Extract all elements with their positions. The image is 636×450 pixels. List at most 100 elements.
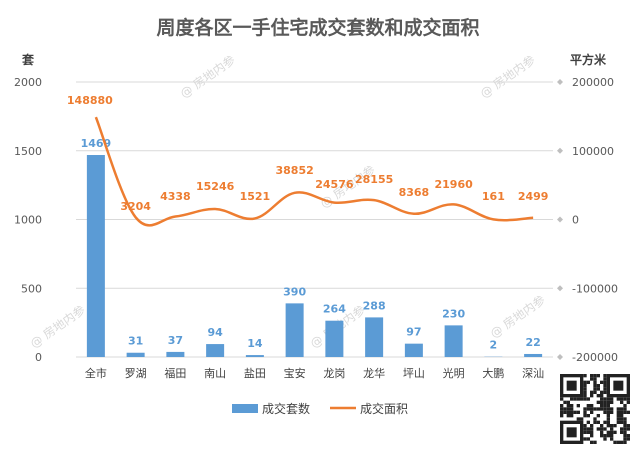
qr-module — [626, 437, 630, 441]
right-tick-label: 100000 — [572, 145, 614, 158]
bar-data-label: 230 — [442, 307, 465, 320]
qr-module — [566, 414, 570, 418]
bar — [126, 352, 145, 357]
qr-module — [623, 437, 627, 441]
qr-module — [586, 414, 590, 418]
qr-module — [600, 407, 604, 411]
qr-module — [606, 400, 610, 404]
left-axis-unit: 套 — [21, 52, 35, 67]
line-data-label: 24576 — [315, 178, 354, 191]
qr-module — [616, 440, 620, 444]
left-tick-label: 0 — [35, 351, 42, 364]
qr-module — [583, 424, 587, 428]
qr-module — [600, 434, 604, 438]
qr-module — [606, 397, 610, 401]
line-data-label: 4338 — [160, 190, 191, 203]
qr-module — [596, 384, 600, 388]
qr-module — [600, 380, 604, 384]
category-label: 龙华 — [363, 366, 385, 380]
qr-module — [623, 424, 627, 428]
qr-module — [606, 410, 610, 414]
line-data-label: 8368 — [399, 186, 430, 199]
bar-data-label: 288 — [363, 299, 386, 312]
bar — [166, 351, 185, 357]
qr-module — [593, 440, 597, 444]
line-data-label: 28155 — [355, 173, 393, 186]
qr-module — [606, 404, 610, 408]
qr-module — [623, 440, 627, 444]
qr-module — [610, 410, 614, 414]
qr-module — [603, 397, 607, 401]
qr-module — [560, 410, 564, 414]
qr-module — [600, 400, 604, 404]
line-data-label: 15246 — [196, 180, 235, 193]
qr-module — [603, 380, 607, 384]
qr-module — [566, 404, 570, 408]
bar-data-label: 37 — [168, 334, 183, 347]
qr-module — [583, 437, 587, 441]
qr-module — [606, 420, 610, 424]
qr-module — [596, 374, 600, 378]
right-axis-unit: 平方米 — [570, 52, 607, 67]
legend-bar-swatch — [232, 404, 258, 413]
qr-module — [616, 414, 620, 418]
bar — [206, 344, 225, 357]
qr-module — [590, 374, 594, 378]
qr-module — [560, 414, 564, 418]
qr-finder-core — [566, 380, 577, 391]
qr-module — [590, 377, 594, 381]
qr-module — [623, 417, 627, 421]
qr-module — [596, 400, 600, 404]
qr-module — [623, 397, 627, 401]
qr-module — [590, 427, 594, 431]
qr-module — [623, 434, 627, 438]
bar — [444, 325, 463, 357]
right-axis-ticks: -200000 -100000 0 100000 200000 — [557, 76, 618, 364]
right-tick-label: 200000 — [572, 76, 614, 89]
line-data-label: 2499 — [518, 190, 549, 203]
category-label: 宝安 — [284, 366, 306, 380]
qr-module — [590, 434, 594, 438]
gridlines — [76, 81, 553, 358]
qr-module — [613, 440, 617, 444]
qr-module — [580, 417, 584, 421]
qr-module — [576, 417, 580, 421]
qr-module — [600, 430, 604, 434]
qr-module — [593, 384, 597, 388]
line-series — [94, 116, 534, 227]
category-label: 盐田 — [244, 367, 266, 380]
bar — [524, 353, 543, 357]
category-label: 大鹏 — [482, 366, 504, 380]
area-line — [94, 116, 534, 227]
bar — [86, 155, 105, 357]
qr-module — [593, 407, 597, 411]
category-label: 光明 — [443, 366, 465, 380]
bar-data-label: 22 — [525, 336, 540, 349]
qr-module — [590, 424, 594, 428]
qr-module — [623, 430, 627, 434]
bar — [285, 303, 304, 357]
qr-module — [620, 417, 624, 421]
qr-module — [590, 404, 594, 408]
qr-module — [600, 397, 604, 401]
bar — [245, 355, 264, 357]
qr-module — [583, 430, 587, 434]
category-label: 福田 — [164, 366, 186, 380]
qr-module — [623, 427, 627, 431]
qr-module — [586, 380, 590, 384]
qr-module — [620, 440, 624, 444]
qr-module — [620, 410, 624, 414]
legend-bar-label: 成交套数 — [262, 401, 310, 416]
qr-module — [583, 387, 587, 391]
qr-module — [583, 384, 587, 388]
qr-module — [610, 430, 614, 434]
qr-module — [610, 397, 614, 401]
left-axis-ticks: 0 500 1000 1500 2000 — [14, 76, 42, 364]
qr-module — [586, 397, 590, 401]
qr-module — [560, 407, 564, 411]
qr-module — [613, 424, 617, 428]
category-label: 全市 — [85, 366, 107, 380]
qr-module — [616, 417, 620, 421]
